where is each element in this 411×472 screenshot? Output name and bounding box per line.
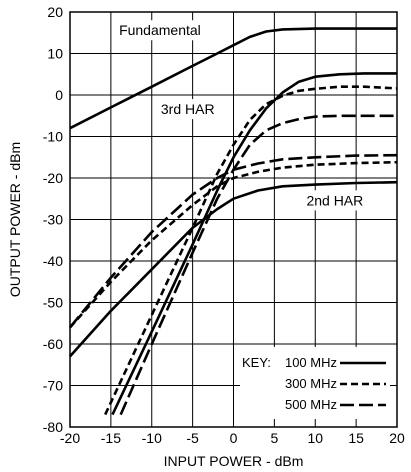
annotation-background [301, 190, 369, 211]
y-tick-label: -80 [43, 419, 63, 435]
x-tick-label: -10 [142, 430, 162, 446]
tick-labels: -20 -15 -10 -5 0 5 10 15 2020100-10-20-30-40-50-… [43, 4, 405, 446]
annotation-fundamental: Fundamental [119, 22, 201, 38]
series-line-2nd-har-500-mhz [68, 153, 398, 329]
x-tick-label: -5 [186, 430, 199, 446]
x-tick-label: 10 [307, 430, 323, 446]
annotation-background [114, 20, 206, 41]
y-tick-label: 0 [55, 87, 63, 103]
plot-border [69, 11, 398, 428]
annotations: Fundamental 3rd HAR 2nd HAR [114, 20, 369, 211]
y-tick-label: -50 [43, 295, 63, 311]
legend-label: 300 MHz [285, 376, 337, 391]
y-tick-label: -20 [43, 170, 63, 186]
x-tick-label: 20 [389, 430, 405, 446]
plot-frame [69, 11, 398, 428]
y-tick-label: 10 [47, 46, 63, 62]
x-tick-label: 5 [270, 430, 278, 446]
legend-label: 100 MHz [285, 355, 337, 370]
y-axis-label: OUTPUT POWER - dBm [7, 142, 23, 297]
y-tick-label: -70 [43, 378, 63, 394]
series-line-2nd-har-300-mhz [69, 160, 398, 329]
series-line-2nd-har-100-mhz [69, 180, 398, 358]
legend-title: KEY: [242, 355, 271, 370]
legend: KEY: 100 MHz 300 MHz 500 MHz [240, 347, 390, 419]
y-tick-label: -60 [43, 336, 63, 352]
x-axis-label: INPUT POWER - dBm [164, 453, 304, 469]
y-tick-label: -30 [43, 212, 63, 228]
legend-label: 500 MHz [285, 397, 337, 412]
x-tick-label: 15 [348, 430, 364, 446]
series-line-3rd-har-500-mhz [119, 114, 397, 416]
y-tick-label: -40 [43, 253, 63, 269]
x-tick-label: 0 [230, 430, 238, 446]
x-tick-label: -15 [101, 430, 121, 446]
annotation-2nd-har: 2nd HAR [306, 192, 363, 208]
y-tick-label: -10 [43, 129, 63, 145]
x-tick-label: -20 [60, 430, 80, 446]
series-line-3rd-har-100-mhz [111, 72, 397, 416]
annotation-3rd-har: 3rd HAR [161, 101, 215, 117]
series-line-fundamental-100-mhz [69, 27, 397, 130]
series-lines [68, 27, 398, 416]
y-tick-label: 20 [47, 4, 63, 20]
annotation-background [155, 99, 220, 120]
